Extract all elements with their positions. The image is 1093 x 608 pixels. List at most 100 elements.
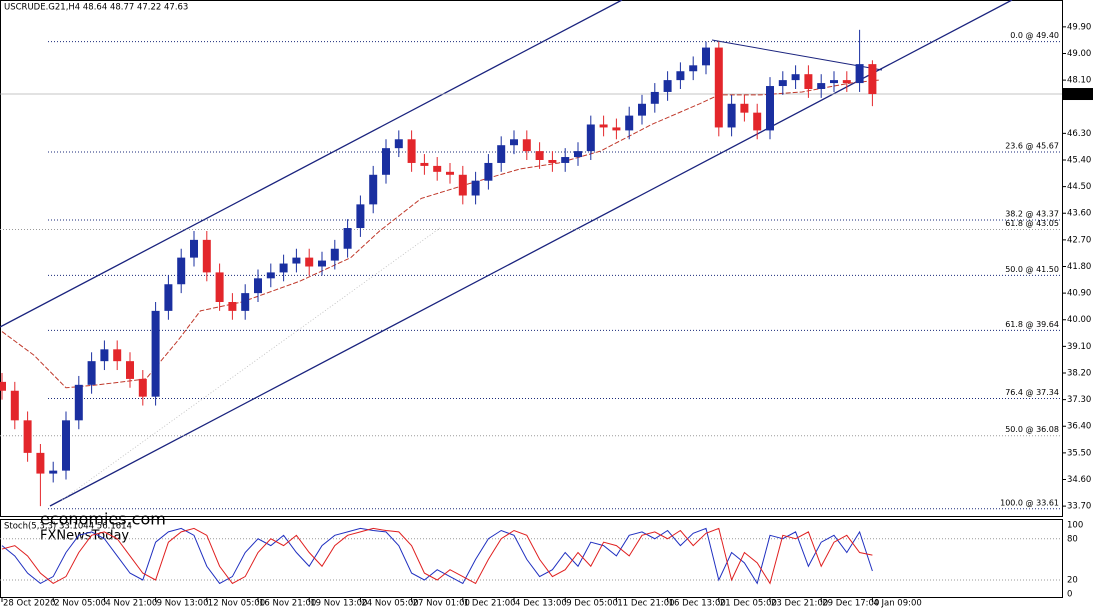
y-tick-label: 39.10 (1067, 342, 1091, 352)
candle-body (535, 151, 544, 160)
candle-body (612, 127, 621, 131)
current-price-label: 47.63 (1066, 90, 1090, 100)
y-tick-label: 49.90 (1067, 22, 1091, 32)
candle-body (49, 470, 58, 474)
candle-body (100, 349, 109, 362)
candle-body (382, 148, 390, 175)
watermark: economies.com (40, 510, 166, 529)
y-tick-label: 38.20 (1067, 368, 1091, 378)
candle-body (446, 171, 454, 175)
candle-body (484, 162, 493, 181)
candle-body (10, 390, 19, 421)
candle-body (36, 452, 45, 474)
x-tick-label: 16 Nov 21:00 (259, 599, 316, 608)
candle-body (727, 103, 736, 128)
candle-body (241, 293, 250, 311)
stoch-tick-label: 80 (1067, 534, 1078, 544)
x-tick-label: 9 Nov 13:00 (157, 599, 209, 608)
candle-body (510, 139, 518, 146)
y-tick-label: 48.10 (1067, 76, 1091, 86)
fib-label: 38.2 @ 43.37 (1005, 210, 1059, 219)
candle-body (164, 284, 173, 311)
y-tick-label: 34.60 (1067, 475, 1091, 485)
stoch-tick-label: 20 (1067, 576, 1078, 586)
candle-body (868, 64, 877, 95)
wedge-line (711, 39, 883, 71)
y-tick-label: 49.00 (1067, 49, 1091, 59)
y-tick-label: 40.00 (1067, 315, 1091, 325)
fib-label: 50.0 @ 36.08 (1005, 425, 1059, 434)
candle-body (369, 174, 378, 205)
trendlines (0, 0, 1013, 507)
candle-body (766, 86, 774, 131)
fib-label: 61.8 @ 43.05 (1005, 219, 1059, 228)
candle-body (266, 272, 275, 279)
y-tick-label: 37.30 (1067, 395, 1091, 405)
candle-body (74, 384, 83, 421)
candle-body (62, 420, 70, 471)
candle-body (561, 157, 570, 163)
y-tick-label: 35.50 (1067, 448, 1091, 458)
candle-body (215, 272, 224, 302)
candle-body (202, 239, 211, 273)
candle-body (663, 80, 672, 92)
x-tick-label: 29 Dec 17:00 (822, 599, 879, 608)
candle-body (714, 47, 723, 128)
fib-label: 23.6 @ 45.67 (1005, 142, 1059, 151)
candle-body (356, 204, 365, 229)
candle-body (177, 257, 186, 285)
fib-label: 100.0 @ 33.61 (1000, 498, 1059, 507)
candle-body (497, 145, 506, 163)
x-tick-label: 1 Dec 21:00 (464, 599, 516, 608)
y-tick-label: 44.50 (1067, 182, 1091, 192)
x-tick-label: 11 Dec 21:00 (617, 599, 674, 608)
candle-body (292, 257, 301, 264)
candle-body (676, 71, 685, 81)
candle-body (87, 361, 96, 385)
channel-lower (49, 0, 1013, 507)
candle-body (420, 162, 429, 166)
y-tick-label: 43.60 (1067, 209, 1091, 219)
candle-body (126, 361, 134, 379)
x-tick-label: 23 Dec 21:00 (771, 599, 828, 608)
candle-body (625, 115, 634, 131)
fib-label: 61.8 @ 39.64 (1005, 320, 1059, 329)
candle-body (574, 151, 582, 158)
x-tick-label: 27 Nov 01:00 (413, 599, 470, 608)
candle-body (778, 80, 787, 87)
candle-body (471, 180, 480, 196)
fib-label: 76.4 @ 37.34 (1005, 388, 1059, 397)
stoch-frame (0, 519, 1063, 598)
candle-body (638, 103, 646, 116)
main-frame (0, 0, 1063, 517)
candle-body (753, 112, 762, 131)
fib-label: 50.0 @ 41.50 (1005, 265, 1059, 274)
candle-body (830, 80, 838, 84)
candle-body (522, 139, 531, 152)
x-tick-label: 4 Nov 21:00 (105, 599, 157, 608)
candle-body (254, 278, 262, 294)
symbol-header: USCRUDE.G21,H4 48.64 48.77 47.22 47.63 (4, 3, 188, 13)
candle-body (407, 139, 416, 163)
y-tick-label: 41.80 (1067, 262, 1091, 272)
candle-body (318, 260, 326, 267)
x-tick-label: 28 Oct 2020 (3, 599, 56, 608)
candle-body (599, 124, 608, 128)
stoch-tick-label: 0 (1067, 589, 1072, 599)
candle-body (804, 74, 813, 89)
candle-body (689, 65, 698, 72)
y-tick-label: 42.70 (1067, 235, 1091, 245)
stoch-line (1, 527, 873, 585)
current-price-box (1063, 88, 1093, 101)
candle-body (740, 103, 749, 113)
candle-body (138, 378, 147, 397)
y-tick-label: 46.30 (1067, 129, 1091, 139)
candle-body (817, 83, 826, 89)
channel-upper (0, 0, 623, 328)
candle-body (279, 263, 288, 273)
candle-body (548, 159, 557, 163)
x-tick-label: 19 Nov 13:00 (310, 599, 367, 608)
